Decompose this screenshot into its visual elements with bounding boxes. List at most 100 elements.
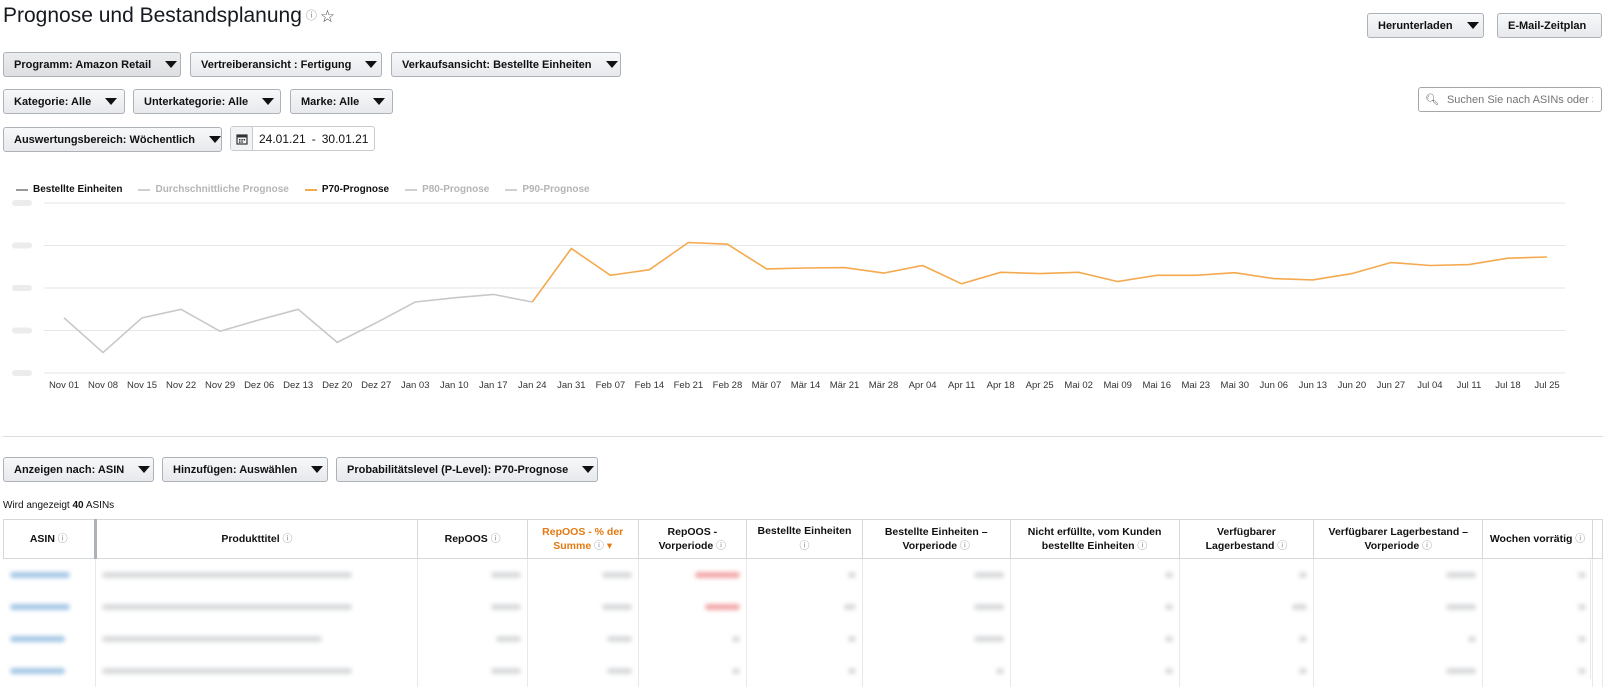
info-icon[interactable]: ⓘ — [799, 541, 810, 552]
y-tick-label — [12, 242, 32, 249]
x-tick-label: Feb 07 — [596, 380, 626, 391]
table-cell — [1313, 590, 1484, 623]
date-range-picker[interactable]: 24.01.21 - 30.01.21 — [230, 126, 376, 151]
chevron-down-icon — [208, 136, 221, 143]
unterkategorie-dropdown[interactable]: Unterkategorie: Alle — [133, 89, 281, 114]
download-button[interactable]: Herunterladen — [1367, 13, 1484, 38]
info-icon[interactable]: ⓘ — [487, 533, 501, 545]
column-header-label: RepOOS - — [667, 525, 718, 538]
table-cell — [1313, 654, 1484, 687]
info-icon[interactable]: ⓘ — [1134, 540, 1148, 552]
star-icon[interactable]: ☆ — [319, 7, 336, 26]
legend-item[interactable]: P90-Prognose — [505, 184, 590, 195]
info-icon[interactable]: ⓘ — [305, 10, 317, 22]
email-schedule-button[interactable]: E-Mail-Zeitplan — [1497, 13, 1602, 38]
x-tick-label: Nov 22 — [166, 380, 196, 391]
column-header-label: bestellte Einheiten — [1041, 539, 1135, 552]
table-cell — [1313, 558, 1484, 591]
section-divider — [3, 436, 1603, 437]
table-cell[interactable] — [3, 590, 96, 623]
info-icon[interactable]: ⓘ — [1572, 533, 1586, 545]
column-header[interactable]: Verfügbarer Lagerbestand ⓘ — [1178, 519, 1315, 559]
info-icon[interactable]: ⓘ — [591, 540, 604, 552]
x-tick-label: Jul 18 — [1495, 380, 1520, 391]
table-cell — [862, 622, 1011, 655]
table-row[interactable] — [3, 558, 1604, 591]
x-tick-label: Mär 21 — [830, 380, 860, 391]
column-header[interactable]: RepOOS ⓘ — [417, 519, 528, 559]
x-tick-label: Feb 21 — [674, 380, 704, 391]
column-header[interactable]: Verfügbarer Lagerbestand – Vorperiode ⓘ — [1313, 519, 1484, 559]
column-header-label: Vorperiode — [1364, 539, 1420, 552]
legend-item[interactable]: Durchschnittliche Prognose — [138, 184, 289, 195]
table-cell[interactable] — [3, 654, 96, 687]
table-row[interactable] — [3, 590, 1604, 623]
series-line[interactable] — [531, 241, 1548, 303]
hinzufuegen-dropdown[interactable]: Hinzufügen: Auswählen — [162, 457, 328, 482]
info-icon[interactable]: ⓘ — [713, 540, 727, 552]
x-tick-label: Jan 24 — [518, 380, 547, 391]
programm-dropdown[interactable]: Programm: Amazon Retail — [3, 52, 181, 77]
column-header[interactable]: RepOOS - % der Summe ⓘ ▾ — [526, 519, 639, 559]
column-header-label: RepOOS — [444, 532, 488, 545]
verkauf-dropdown[interactable]: Verkaufsansicht: Bestellte Einheiten — [391, 52, 621, 77]
table-cell — [95, 622, 419, 655]
table-cell — [417, 654, 528, 687]
info-icon[interactable]: ⓘ — [1419, 540, 1432, 552]
column-header[interactable]: RepOOS - Vorperiode ⓘ — [637, 519, 748, 559]
x-tick-label: Mai 16 — [1142, 380, 1171, 391]
auswertung-dropdown[interactable]: Auswertungsbereich: Wöchentlich — [3, 127, 222, 152]
x-tick-label: Jun 13 — [1299, 380, 1328, 391]
column-header[interactable]: Wochen vorrätig ⓘ — [1482, 519, 1593, 559]
vertrieb-dropdown[interactable]: Vertreiberansicht : Fertigung — [190, 52, 382, 77]
search-input[interactable] — [1444, 92, 1595, 107]
table-cell — [527, 558, 639, 591]
x-tick-label: Jan 31 — [557, 380, 586, 391]
legend-swatch — [16, 188, 28, 191]
info-icon[interactable]: ⓘ — [1274, 540, 1288, 552]
anzeigen-dropdown[interactable]: Anzeigen nach: ASIN — [3, 457, 154, 482]
column-header-label: Vorperiode — [902, 539, 958, 552]
column-header[interactable]: ASIN ⓘ — [3, 519, 97, 559]
info-icon[interactable]: ⓘ — [54, 533, 68, 545]
table-cell — [1482, 622, 1593, 655]
page-title: Prognose und Bestandsplanung ⓘ ☆ — [3, 4, 335, 28]
calendar-icon[interactable] — [231, 127, 253, 150]
series-line[interactable] — [63, 293, 533, 354]
table-cell[interactable] — [3, 558, 96, 591]
legend-label: P90-Prognose — [522, 184, 590, 195]
legend-item[interactable]: P70-Prognose — [304, 184, 389, 195]
legend-item[interactable]: Bestellte Einheiten — [16, 184, 122, 195]
legend-item[interactable]: P80-Prognose — [405, 184, 489, 195]
table-cell[interactable] — [3, 622, 96, 655]
page-title-text: Prognose und Bestandsplanung — [3, 4, 302, 27]
date-from-field[interactable]: 24.01.21 — [259, 131, 306, 146]
table-cell — [95, 558, 419, 591]
info-icon[interactable]: ⓘ — [957, 540, 970, 552]
column-header-label: Bestellte Einheiten — [757, 525, 852, 537]
kategorie-dropdown[interactable]: Kategorie: Alle — [3, 89, 125, 114]
table-row[interactable] — [3, 622, 1604, 655]
table-row[interactable] — [3, 654, 1604, 687]
email-schedule-label: E-Mail-Zeitplan — [1508, 19, 1587, 32]
x-tick-label: Jun 27 — [1377, 380, 1406, 391]
marke-label: Marke: Alle — [301, 95, 360, 108]
x-tick-label: Dez 06 — [244, 380, 274, 391]
sort-desc-icon[interactable]: ▾ — [603, 539, 613, 552]
column-header[interactable]: Nicht erfüllte, vom Kunden bestellte Einh… — [1009, 519, 1180, 559]
x-tick-label: Jul 04 — [1417, 380, 1442, 391]
column-header[interactable]: Bestellte Einheiten – Vorperiode ⓘ — [861, 519, 1011, 559]
date-to-field[interactable]: 30.01.21 — [321, 131, 369, 146]
x-tick-label: Apr 11 — [948, 380, 975, 391]
column-header[interactable]: Bestellte Einheiten ⓘ — [746, 519, 863, 559]
table-cell — [1313, 622, 1484, 655]
column-header-label: Summe — [553, 539, 592, 552]
info-icon[interactable]: ⓘ — [279, 533, 293, 545]
plevel-dropdown[interactable]: Probabilitätslevel (P-Level): P70-Progno… — [336, 457, 598, 482]
column-header-label: Produkttitel — [221, 532, 280, 545]
column-header[interactable]: Produkttitel ⓘ — [94, 519, 419, 559]
marke-dropdown[interactable]: Marke: Alle — [290, 89, 393, 114]
search-box[interactable]: 🔍︎ — [1418, 87, 1602, 112]
table-scrollbar[interactable] — [1590, 557, 1604, 679]
table-cell — [527, 590, 639, 623]
